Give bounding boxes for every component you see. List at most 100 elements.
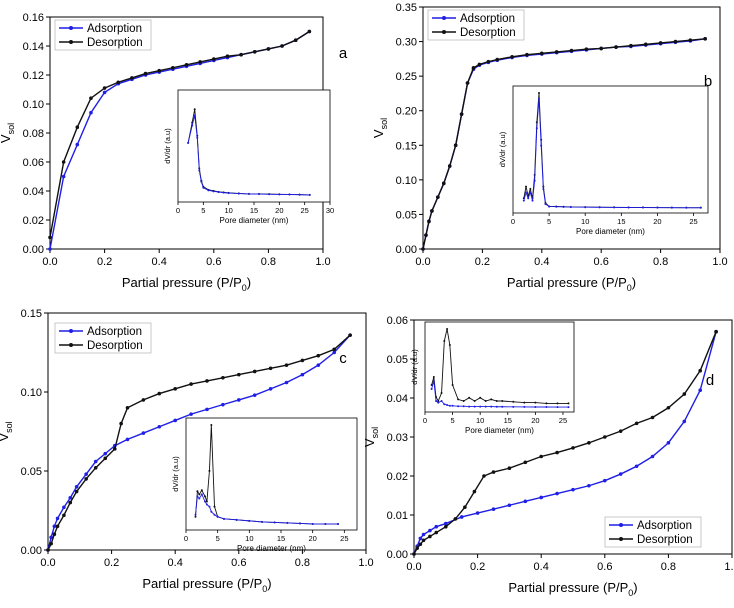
data-point-adsorption — [542, 187, 545, 190]
y-tick-label: 0.05 — [21, 466, 42, 478]
data-point-desorption — [441, 181, 446, 186]
legend: Adsorption Desorption — [604, 516, 702, 548]
data-point-desorption — [650, 415, 655, 420]
x-tick-label: 0.0 — [40, 557, 55, 569]
x-tick-label: 0.4 — [152, 256, 167, 268]
legend-label-adsorption: Adsorption — [87, 23, 142, 35]
data-point-adsorption — [548, 205, 551, 208]
data-point-adsorption — [213, 513, 216, 516]
data-point-desorption — [208, 469, 211, 472]
data-point-adsorption — [208, 505, 211, 508]
data-point-adsorption — [538, 97, 540, 100]
data-point-desorption — [555, 450, 559, 455]
data-point-adsorption — [418, 536, 423, 541]
data-point-adsorption — [288, 193, 291, 196]
data-point-desorption — [252, 50, 257, 54]
data-point-adsorption — [173, 418, 177, 423]
data-point-adsorption — [534, 406, 537, 408]
data-point-adsorption — [698, 388, 702, 393]
data-point-adsorption — [223, 517, 225, 520]
legend: Adsorption Desorption — [427, 9, 525, 41]
data-point-desorption — [477, 62, 482, 67]
inset-y-axis-label: dV/dr (a.u) — [163, 128, 172, 164]
x-tick-label: 0.4 — [168, 557, 183, 569]
inset-x-tick-label: 30 — [326, 206, 334, 215]
data-point-desorption — [554, 50, 559, 54]
series-line-desorption — [49, 30, 310, 238]
data-point-desorption — [221, 375, 225, 380]
data-point-adsorption — [227, 192, 230, 195]
inset-y-axis-label: dV/dr (a.u) — [410, 349, 419, 385]
data-point-desorption — [523, 401, 526, 404]
y-tick-label: 0.15 — [396, 140, 417, 152]
data-point-desorption — [688, 38, 693, 42]
data-point-adsorption — [49, 535, 53, 540]
data-point-desorption — [196, 490, 199, 493]
data-point-adsorption — [75, 142, 80, 147]
legend-marker — [619, 523, 623, 527]
series-line-adsorption — [187, 115, 310, 196]
data-point-desorption — [471, 66, 476, 70]
y-tick-label: 0.30 — [396, 37, 417, 49]
inset-x-tick-label: 25 — [689, 217, 697, 226]
data-point-desorption — [447, 164, 452, 168]
data-point-desorption — [141, 398, 146, 402]
data-point-desorption — [491, 470, 496, 474]
data-point-adsorption — [584, 206, 587, 209]
data-point-desorption — [556, 402, 559, 405]
data-point-adsorption — [462, 405, 465, 408]
data-point-adsorption — [337, 522, 339, 525]
x-tick-label: 0.2 — [475, 256, 490, 268]
data-point-adsorption — [437, 401, 440, 404]
y-axis-label: Vsol — [371, 118, 389, 138]
data-point-desorption — [284, 363, 289, 367]
data-point-desorption — [49, 541, 53, 546]
data-point-adsorption — [189, 412, 193, 416]
data-point-desorption — [459, 112, 464, 116]
x-tick-label: 1.0 — [358, 557, 373, 569]
data-point-adsorption — [216, 515, 219, 518]
legend-marker — [69, 329, 73, 333]
data-point-desorption — [171, 65, 175, 70]
data-point-adsorption — [52, 524, 57, 529]
y-tick-label: 0.20 — [396, 106, 417, 118]
data-point-adsorption — [258, 193, 261, 196]
inset-x-tick-label: 25 — [340, 534, 348, 543]
inset-x-tick-label: 20 — [531, 416, 539, 425]
panel-label: d — [706, 372, 714, 389]
data-point-desorption — [472, 489, 477, 494]
data-point-adsorption — [650, 454, 655, 459]
data-point-adsorption — [187, 141, 190, 144]
data-point-desorption — [599, 46, 603, 51]
legend-marker — [69, 26, 73, 30]
x-tick-label: 0.6 — [597, 561, 612, 573]
data-point-desorption — [703, 37, 707, 41]
inset-x-tick-label: 5 — [201, 206, 205, 215]
data-point-desorption — [225, 54, 230, 58]
data-point-desorption — [529, 187, 532, 190]
data-point-desorption — [490, 398, 493, 401]
x-tick-label: 0.8 — [661, 561, 676, 573]
data-point-adsorption — [555, 205, 558, 208]
plot-frame — [47, 312, 367, 551]
data-point-adsorption — [278, 193, 281, 196]
inset-x-tick-label: 15 — [277, 534, 285, 543]
legend-label-desorption: Desorption — [460, 27, 516, 39]
data-point-adsorption — [316, 363, 321, 367]
data-point-adsorption — [567, 406, 570, 409]
y-tick-label: 0.00 — [23, 244, 44, 256]
data-point-adsorption — [286, 521, 289, 524]
y-tick-label: 0.06 — [23, 157, 44, 169]
data-point-desorption — [446, 328, 449, 330]
data-point-desorption — [332, 347, 337, 352]
data-point-adsorption — [308, 193, 311, 196]
series-line-adsorption — [195, 493, 338, 525]
data-point-desorption — [424, 233, 428, 237]
data-point-adsorption — [473, 405, 476, 408]
data-point-adsorption — [634, 464, 639, 469]
y-tick-label: 0.01 — [387, 510, 408, 522]
data-point-adsorption — [527, 197, 530, 200]
data-point-adsorption — [217, 191, 220, 194]
legend-marker — [69, 40, 73, 44]
